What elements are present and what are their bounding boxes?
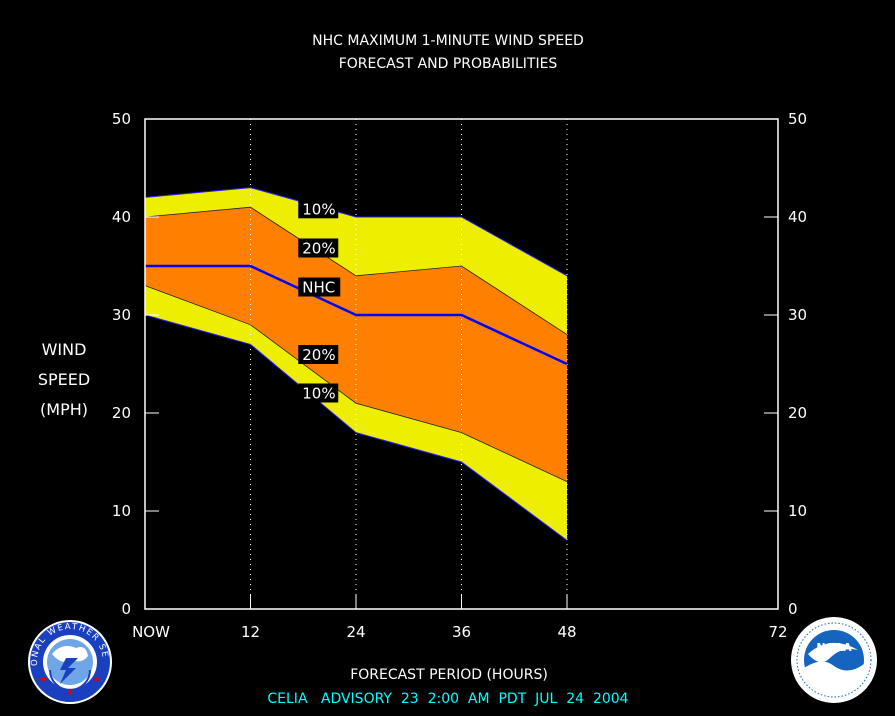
label-nhc: NHC [302, 279, 335, 297]
y-tick-label-right: 50 [788, 110, 807, 128]
label-nhc-box [298, 277, 341, 297]
y-tick-label-right: 20 [788, 404, 807, 422]
y-tick-label-right: 30 [788, 306, 807, 324]
x-axis-label: FORECAST PERIOD (HOURS) [350, 667, 548, 683]
advisory-footer: CELIA ADVISORY 23 2:00 AM PDT JUL 24 200… [267, 691, 628, 707]
label-lower-10: 10% [302, 385, 335, 403]
series-lines [144, 187, 568, 541]
y-tick-label-left: 50 [112, 110, 131, 128]
x-tick-label: 72 [768, 623, 787, 641]
y-tick-label-right: 40 [788, 208, 807, 226]
x-tick-label: 12 [241, 623, 260, 641]
nws-logo: NATIONAL WEATHER SERVICE [28, 620, 112, 704]
x-tick-label: 24 [346, 623, 365, 641]
band-10-lower-edge [144, 314, 568, 541]
label-lower-10-box [298, 383, 339, 403]
y-axis-label-line-2: SPEED [38, 370, 90, 389]
y-axis-label-line-1: WIND [42, 340, 87, 359]
band-20-lower-edge [144, 285, 568, 482]
nhc-forecast-line [145, 264, 568, 366]
x-tick-label: 48 [557, 623, 576, 641]
label-lower-20-box [298, 345, 339, 364]
y-tick-label-left: 10 [112, 502, 131, 520]
y-tick-label-left: 40 [112, 208, 131, 226]
y-tick-label-left: 30 [112, 306, 131, 324]
band-labels: 10% 20% NHC 20% 10% [298, 199, 341, 403]
label-upper-10: 10% [302, 200, 335, 218]
label-upper-10-box [298, 199, 339, 219]
label-upper-20-box [298, 238, 339, 258]
y-tick-label-right: 10 [788, 502, 807, 520]
x-tick-label: NOW [132, 623, 170, 641]
label-lower-20: 20% [302, 346, 335, 364]
chart-title: NHC MAXIMUM 1-MINUTE WIND SPEED [312, 33, 584, 49]
label-upper-20: 20% [302, 240, 335, 258]
x-tick-label: 36 [452, 623, 471, 641]
band-20-upper-edge [144, 206, 568, 335]
y-axis-label-line-3: (MPH) [40, 400, 88, 419]
axis-ticks: 0 0 10 10 20 20 30 30 40 40 50 50 NOW 12 24 36 48 72 [112, 110, 807, 641]
y-tick-label-right: 0 [788, 600, 798, 618]
band-10-upper-edge [144, 187, 568, 277]
chart-subtitle: FORECAST AND PROBABILITIES [339, 56, 558, 72]
y-tick-label-left: 0 [121, 600, 131, 618]
noaa-logo: NOAA [791, 617, 877, 703]
svg-text:NOAA: NOAA [816, 641, 852, 654]
y-tick-label-left: 20 [112, 404, 131, 422]
